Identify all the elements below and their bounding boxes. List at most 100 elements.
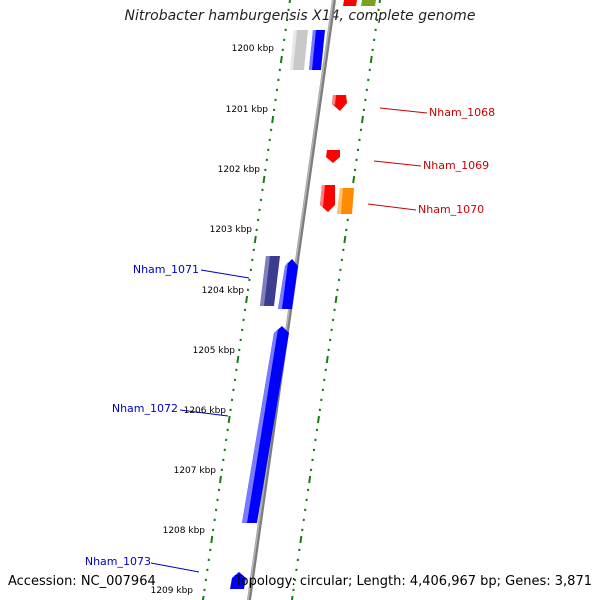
gene-top-green[interactable] [361, 0, 376, 6]
right-track-tick [311, 458, 314, 462]
gene-grey-1200[interactable] [290, 30, 308, 70]
scale-label-1202: 1202 kbp [218, 165, 261, 175]
label-nham-1072[interactable]: Nham_1072 [112, 402, 178, 415]
left-track-tick [256, 218, 260, 222]
right-track-tick [377, 8, 380, 12]
left-track-tick [229, 408, 232, 412]
left-track-tick [203, 588, 206, 592]
left-track-tick [278, 68, 282, 72]
right-track-tick [299, 535, 303, 544]
left-track-tick [217, 488, 221, 492]
leader-nham-1072 [179, 409, 229, 417]
label-nham-1068[interactable]: Nham_1068 [429, 106, 495, 119]
leader-nham-1073 [150, 562, 200, 573]
label-nham-1071[interactable]: Nham_1071 [133, 263, 199, 276]
gene-forward-1204[interactable] [278, 259, 298, 309]
right-track-tick [362, 108, 366, 112]
tick-tracks [201, 0, 382, 600]
right-track-tick [330, 328, 333, 332]
leader-nham-1071 [200, 269, 250, 279]
right-track-tick [325, 355, 329, 364]
left-track-tick [238, 348, 241, 352]
right-track-tick [290, 595, 294, 600]
left-track-tick [201, 595, 205, 600]
gene-nham-1070-red[interactable] [320, 185, 335, 212]
scale-label-1200: 1200 kbp [232, 44, 275, 54]
right-track-tick [314, 438, 317, 442]
gene-nham-1071[interactable] [260, 256, 280, 306]
left-track-tick [220, 468, 224, 472]
left-track-tick [243, 308, 247, 312]
right-track-tick [342, 248, 345, 252]
right-track-tick [369, 55, 373, 64]
left-track-tick [267, 148, 270, 152]
right-track-tick [324, 368, 327, 372]
left-track-tick [233, 378, 237, 382]
left-track-tick [285, 18, 289, 22]
scale-label-1201: 1201 kbp [226, 105, 269, 115]
left-track-tick [232, 388, 235, 392]
right-track-tick [358, 138, 361, 142]
right-track-tick [321, 388, 324, 392]
right-track-tick [323, 378, 326, 382]
left-track-tick [206, 568, 209, 572]
scale-label-1203: 1203 kbp [210, 225, 253, 235]
right-track-tick [336, 288, 339, 292]
right-track-tick [339, 268, 342, 272]
right-track-tick [331, 318, 335, 322]
right-track-tick [334, 295, 338, 304]
right-track-tick [302, 518, 305, 522]
left-track-tick [287, 8, 290, 12]
label-nham-1073[interactable]: Nham_1073 [85, 555, 151, 568]
left-track-tick [213, 518, 216, 522]
left-track-tick [264, 168, 267, 172]
left-track-tick [204, 578, 208, 582]
right-track-tick [301, 528, 304, 532]
left-track-tick [265, 158, 268, 162]
left-track-tick [283, 38, 286, 42]
right-track-tick [374, 28, 377, 32]
gene-nham-1070[interactable] [337, 188, 354, 214]
right-track-tick [345, 228, 348, 232]
right-track-tick [292, 588, 295, 592]
right-track-tick [373, 38, 376, 42]
left-track-tick [239, 338, 242, 342]
right-track-tick [320, 398, 323, 402]
gene-nham-1072[interactable] [242, 326, 289, 523]
label-nham-1070[interactable]: Nham_1070 [418, 203, 484, 216]
gene-top-red[interactable] [343, 0, 357, 6]
topology-text: Topology: circular; Length: 4,406,967 bp… [234, 574, 592, 589]
scale-label-1205: 1205 kbp [193, 346, 236, 356]
left-track-tick [274, 98, 277, 102]
right-track-tick [315, 428, 319, 432]
right-track-tick [353, 168, 357, 172]
left-track-tick [242, 318, 245, 322]
gene-nham-1068[interactable] [332, 95, 347, 111]
label-nham-1069[interactable]: Nham_1069 [423, 159, 489, 172]
leader-nham-1070 [367, 203, 417, 211]
right-track-tick [307, 488, 310, 492]
right-track-tick [327, 348, 330, 352]
left-track-tick [207, 558, 210, 562]
right-track-tick [367, 78, 370, 82]
left-track-tick [284, 28, 287, 32]
left-track-tick [235, 368, 238, 372]
gene-forward-1200[interactable] [309, 30, 325, 70]
accession-text: Accession: NC_007964 [8, 574, 156, 589]
right-track-tick [333, 308, 336, 312]
left-track-tick [270, 128, 273, 132]
gene-nham-1069[interactable] [326, 150, 340, 163]
left-track-tick [288, 0, 292, 4]
left-track-tick [251, 258, 254, 262]
right-track-tick [296, 558, 300, 562]
right-track-tick [318, 408, 322, 412]
left-track-tick [271, 115, 275, 124]
left-track-tick [262, 175, 266, 184]
left-track-tick [214, 508, 218, 512]
gene-nham-1073[interactable] [230, 572, 246, 589]
left-track-tick [216, 498, 219, 502]
left-track-tick [241, 328, 244, 332]
right-track-tick [309, 468, 313, 472]
